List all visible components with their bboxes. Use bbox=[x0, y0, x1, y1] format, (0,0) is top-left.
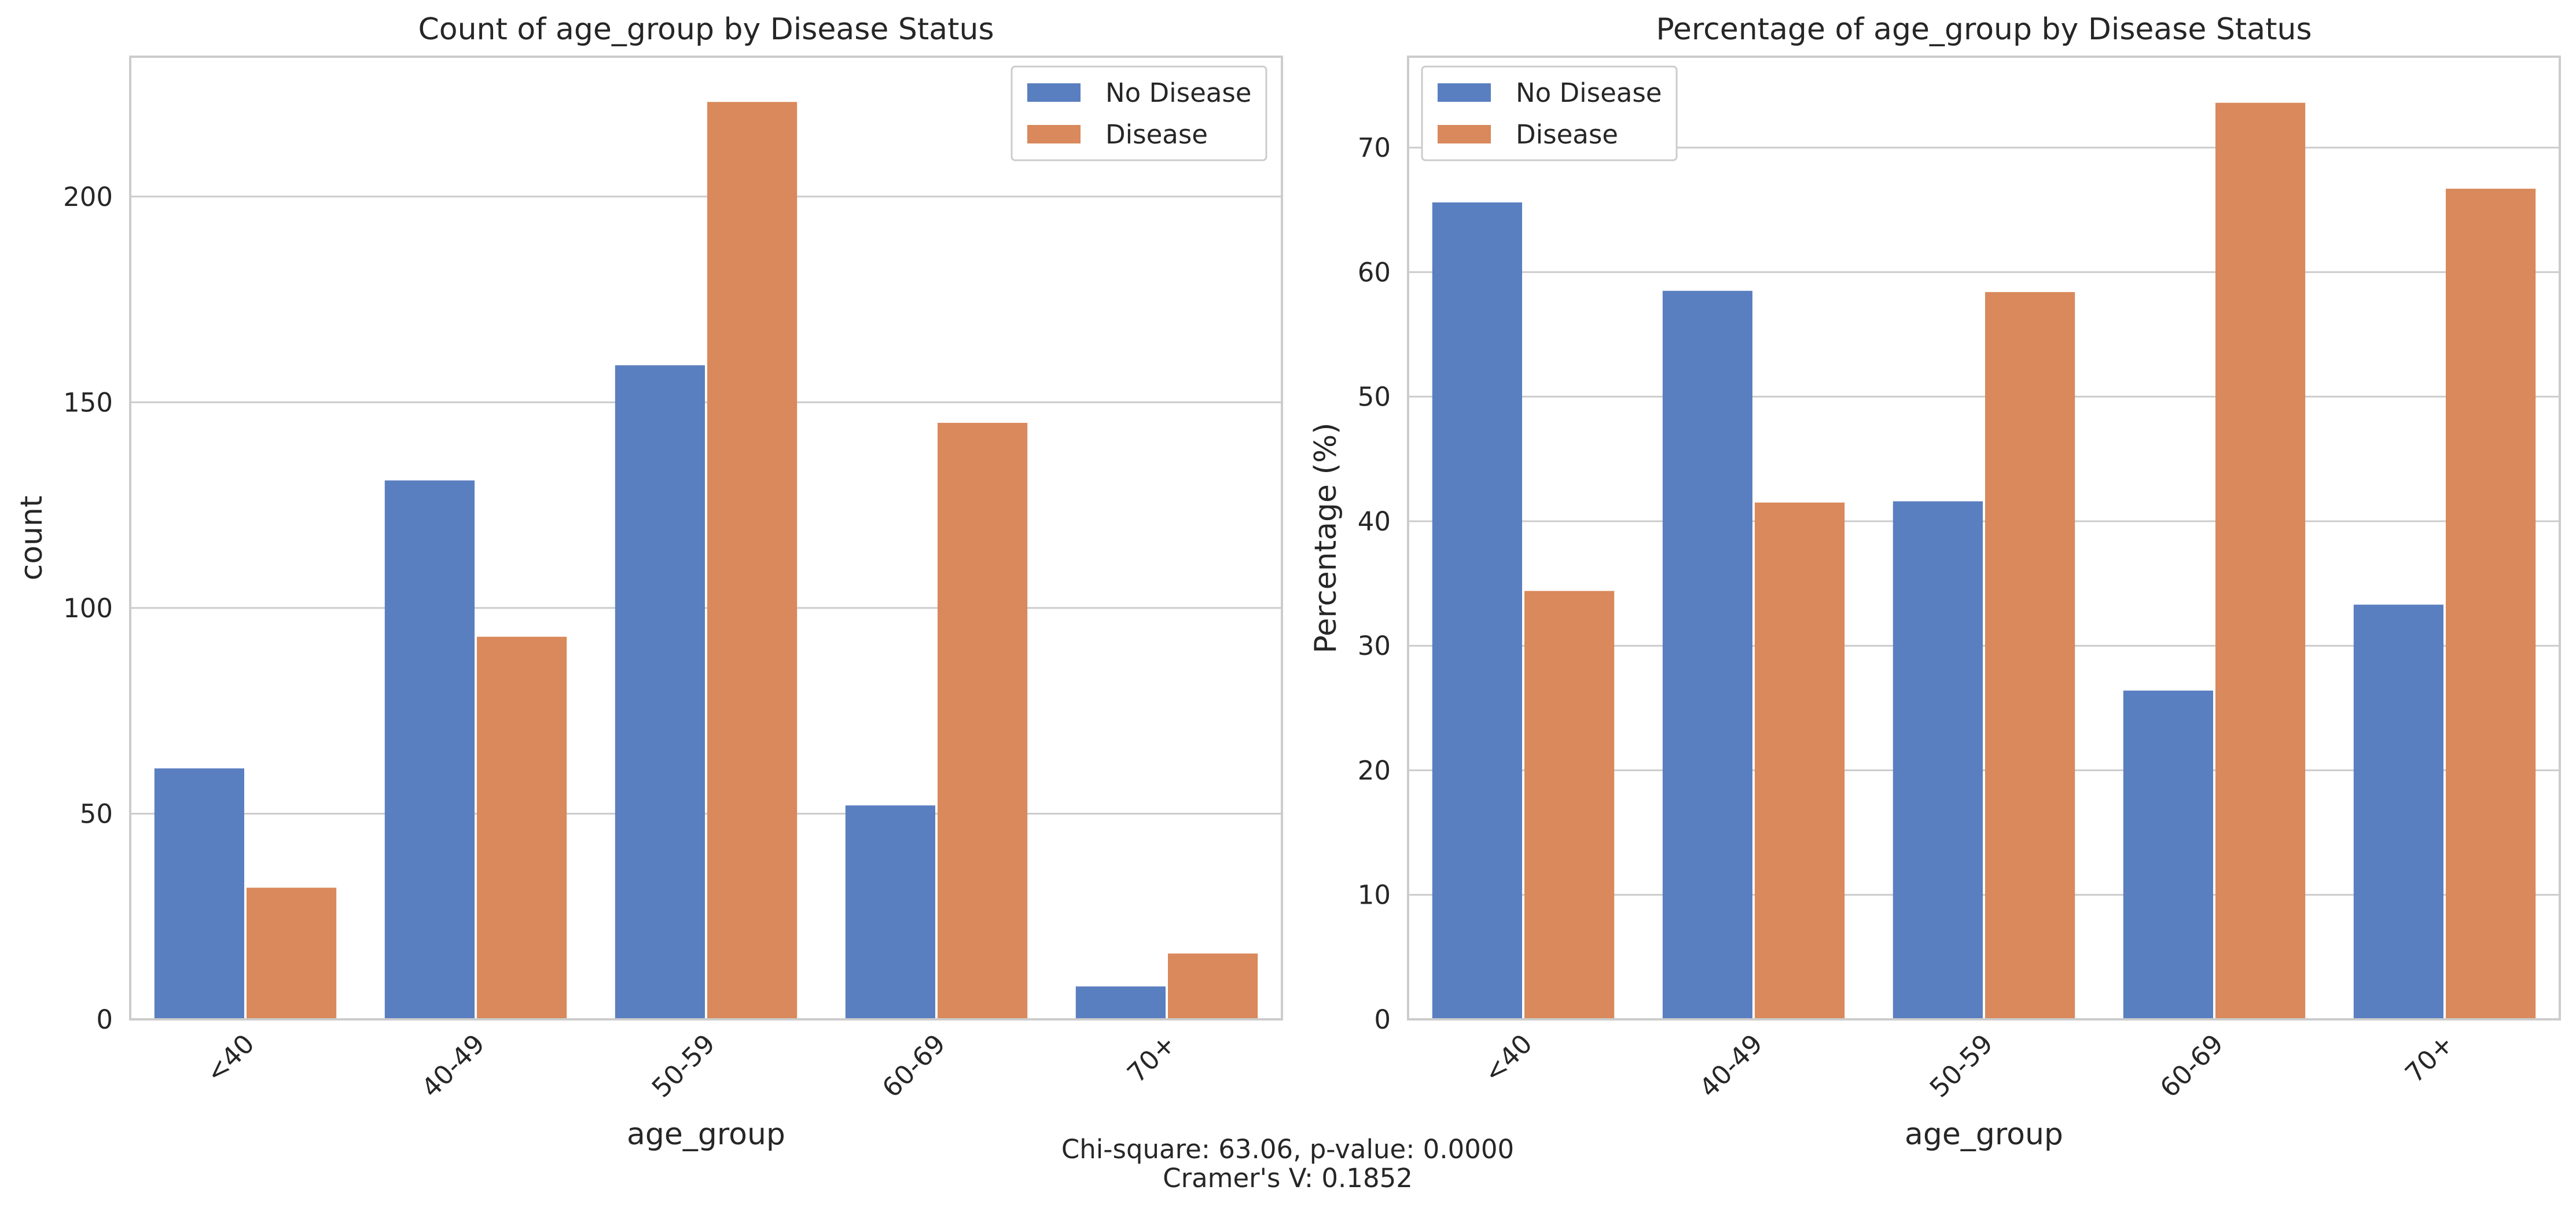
count-chart-legend-label-disease: Disease bbox=[1105, 119, 1208, 150]
count-chart-y-tick-label: 150 bbox=[63, 387, 113, 418]
count-chart-bar-disease-70 bbox=[1168, 953, 1258, 1019]
percentage-chart-bar-disease-70 bbox=[2446, 189, 2536, 1019]
percentage-chart-bar-no-disease-70 bbox=[2353, 605, 2443, 1019]
percentage-chart: 0 10 20 30 40 50 60 70 <40 40-49 50-59 60-69 70+ Pe… bbox=[1309, 12, 2561, 1152]
percentage-chart-x-tick-label: 70+ bbox=[2399, 1028, 2460, 1089]
count-chart: 0 50 100 150 200 <40 40-49 50-59 60-69 70+ Count… bbox=[14, 12, 1283, 1152]
percentage-chart-y-axis-label: Percentage (%) bbox=[1309, 422, 1343, 653]
count-chart-x-tick-label: 70+ bbox=[1121, 1028, 1182, 1089]
percentage-chart-bar-disease-40 bbox=[1524, 591, 1615, 1019]
percentage-chart-y-ticks: 0 10 20 30 40 50 60 70 bbox=[1358, 132, 1391, 1035]
percentage-chart-legend: No Disease Disease bbox=[1421, 65, 1678, 161]
percentage-chart-y-tick-label: 50 bbox=[1358, 382, 1391, 412]
percentage-chart-y-tick-label: 10 bbox=[1358, 880, 1391, 911]
count-chart-bar-disease-40-49 bbox=[477, 636, 567, 1019]
percentage-chart-x-ticks: <40 40-49 50-59 60-69 70+ bbox=[1478, 1028, 2460, 1103]
count-chart-bar-no-disease-70 bbox=[1075, 986, 1166, 1019]
percentage-chart-bar-no-disease-60-69 bbox=[2123, 690, 2213, 1019]
percentage-chart-legend-label-no-disease: No Disease bbox=[1516, 78, 1662, 108]
count-chart-bar-no-disease-60-69 bbox=[845, 805, 935, 1019]
chi-square-stats-text: Chi-square: 63.06, p-value: 0.0000 bbox=[1061, 1134, 1514, 1165]
count-chart-y-tick-label: 100 bbox=[63, 593, 113, 624]
percentage-chart-y-tick-label: 60 bbox=[1358, 257, 1391, 288]
count-chart-bar-no-disease-40-49 bbox=[384, 480, 475, 1019]
count-chart-bar-disease-60-69 bbox=[938, 422, 1028, 1019]
count-chart-y-axis-label: count bbox=[14, 496, 49, 581]
percentage-chart-x-tick-label: 50-59 bbox=[1924, 1028, 1999, 1103]
count-chart-x-tick-label: 60-69 bbox=[876, 1028, 951, 1103]
count-chart-y-tick-label: 0 bbox=[96, 1004, 113, 1035]
count-chart-legend-label-no-disease: No Disease bbox=[1105, 78, 1252, 108]
percentage-chart-bar-no-disease-40 bbox=[1432, 202, 1522, 1019]
percentage-chart-bar-no-disease-40-49 bbox=[1662, 290, 1752, 1019]
percentage-chart-bar-disease-40-49 bbox=[1755, 502, 1845, 1019]
percentage-chart-legend-label-disease: Disease bbox=[1516, 119, 1618, 150]
count-chart-x-tick-label: 50-59 bbox=[646, 1028, 721, 1103]
percentage-chart-legend-swatch-no-disease bbox=[1438, 83, 1491, 102]
percentage-chart-y-tick-label: 30 bbox=[1358, 631, 1391, 661]
count-chart-grid bbox=[130, 196, 1282, 815]
count-chart-y-ticks: 0 50 100 150 200 bbox=[63, 182, 113, 1035]
percentage-chart-x-tick-label: <40 bbox=[1478, 1028, 1538, 1089]
percentage-chart-y-tick-label: 20 bbox=[1358, 755, 1391, 786]
count-chart-legend: No Disease Disease bbox=[1010, 65, 1267, 161]
percentage-chart-title: Percentage of age_group by Disease Statu… bbox=[1656, 12, 2312, 47]
percentage-chart-x-axis-label: age_group bbox=[1905, 1117, 2063, 1152]
count-chart-bar-disease-40 bbox=[247, 887, 337, 1019]
count-chart-bar-no-disease-40 bbox=[154, 768, 244, 1019]
count-chart-title: Count of age_group by Disease Status bbox=[418, 12, 994, 47]
percentage-chart-bar-disease-60-69 bbox=[2215, 102, 2306, 1020]
percentage-chart-plot-frame bbox=[1407, 56, 2561, 1021]
percentage-chart-bar-disease-50-59 bbox=[1985, 292, 2075, 1020]
count-chart-y-tick-label: 200 bbox=[63, 182, 113, 212]
percentage-chart-bar-no-disease-50-59 bbox=[1893, 501, 1983, 1019]
percentage-chart-bars bbox=[1432, 102, 2536, 1020]
count-chart-legend-swatch-disease bbox=[1027, 125, 1081, 143]
count-chart-plot-frame bbox=[129, 56, 1283, 1021]
count-chart-bar-disease-50-59 bbox=[707, 102, 798, 1020]
percentage-chart-x-tick-label: 40-49 bbox=[1693, 1028, 1769, 1103]
count-chart-y-tick-label: 50 bbox=[80, 798, 113, 829]
percentage-chart-y-tick-label: 40 bbox=[1358, 506, 1391, 537]
count-chart-x-ticks: <40 40-49 50-59 60-69 70+ bbox=[200, 1028, 1182, 1103]
cramers-v-stats-text: Cramer's V: 0.1852 bbox=[1163, 1163, 1413, 1193]
percentage-chart-x-tick-label: 60-69 bbox=[2154, 1028, 2229, 1103]
percentage-chart-legend-swatch-disease bbox=[1438, 125, 1491, 143]
percentage-chart-y-tick-label: 70 bbox=[1358, 132, 1391, 163]
count-chart-bar-no-disease-50-59 bbox=[615, 365, 705, 1020]
count-chart-legend-swatch-no-disease bbox=[1027, 83, 1081, 102]
count-chart-bars bbox=[154, 102, 1258, 1020]
percentage-chart-y-tick-label: 0 bbox=[1374, 1004, 1391, 1035]
count-chart-x-tick-label: 40-49 bbox=[416, 1028, 491, 1103]
count-chart-x-tick-label: <40 bbox=[200, 1028, 260, 1089]
count-chart-x-axis-label: age_group bbox=[627, 1117, 785, 1152]
